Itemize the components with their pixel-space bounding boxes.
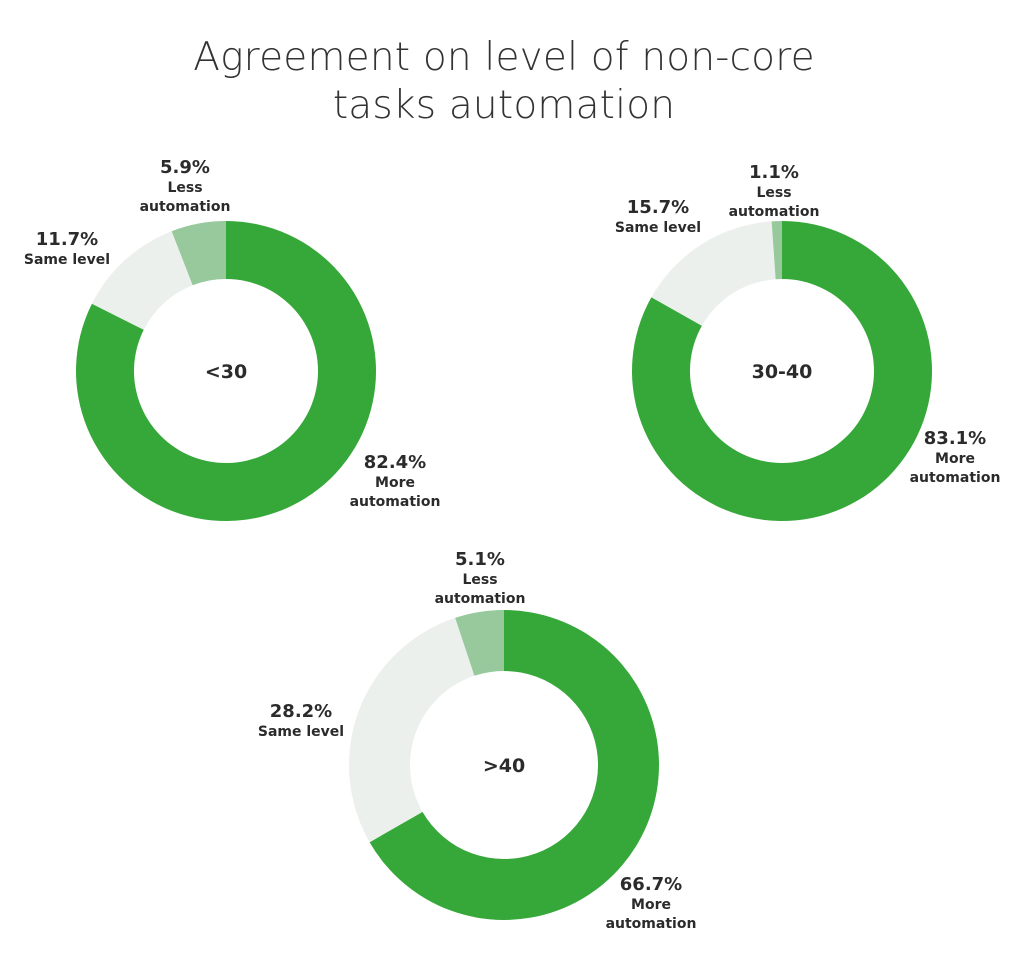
center-label: >40 — [483, 755, 525, 777]
category-label-less-automation: Less — [462, 572, 497, 588]
category-label-more-automation: More — [935, 451, 975, 467]
category-label-less-automation: automation — [140, 199, 231, 215]
slice-more-automation — [632, 221, 933, 521]
category-label-same-level: Same level — [24, 252, 110, 268]
value-label-less-automation: 5.1% — [455, 549, 505, 570]
category-label-less-automation: automation — [729, 204, 820, 220]
slice-more-automation — [76, 221, 377, 521]
category-label-more-automation: automation — [910, 470, 1001, 486]
value-label-same-level: 15.7% — [627, 197, 689, 218]
donut-chart-3: >40 66.7% More automation 28.2% Same level 5.1… — [258, 549, 697, 932]
chart-title-line-1: Agreement on level of non-core — [193, 35, 815, 80]
donut-chart-1: <30 82.4% More automation 11.7% Same level 5.9… — [24, 157, 441, 521]
value-label-more-automation: 66.7% — [620, 874, 682, 895]
category-label-less-automation: Less — [167, 180, 202, 196]
category-label-more-automation: More — [631, 897, 671, 913]
value-label-same-level: 28.2% — [270, 701, 332, 722]
value-label-less-automation: 5.9% — [160, 157, 210, 178]
slice-less-automation — [171, 221, 226, 286]
category-label-more-automation: automation — [606, 916, 697, 932]
category-label-same-level: Same level — [615, 220, 701, 236]
slice-less-automation — [771, 221, 782, 280]
category-label-less-automation: Less — [756, 185, 791, 201]
center-label: 30-40 — [752, 361, 813, 383]
category-label-same-level: Same level — [258, 724, 344, 740]
value-label-more-automation: 83.1% — [924, 428, 986, 449]
value-label-same-level: 11.7% — [36, 229, 98, 250]
chart-title-line-2: tasks automation — [332, 83, 676, 128]
slice-same-level — [651, 221, 776, 326]
chart-title: Agreement on level of non-core tasks aut… — [0, 34, 1008, 130]
slice-less-automation — [455, 610, 504, 676]
slice-more-automation — [369, 610, 659, 921]
slice-same-level — [348, 617, 475, 843]
value-label-less-automation: 1.1% — [749, 162, 799, 183]
value-label-more-automation: 82.4% — [364, 452, 426, 473]
category-label-more-automation: More — [375, 475, 415, 491]
donut-chart-2: 30-40 83.1% More automation 15.7% Same level 1… — [615, 162, 1001, 521]
category-label-more-automation: automation — [350, 494, 441, 510]
slice-same-level — [91, 231, 193, 330]
category-label-less-automation: automation — [435, 591, 526, 607]
center-label: <30 — [205, 361, 247, 383]
